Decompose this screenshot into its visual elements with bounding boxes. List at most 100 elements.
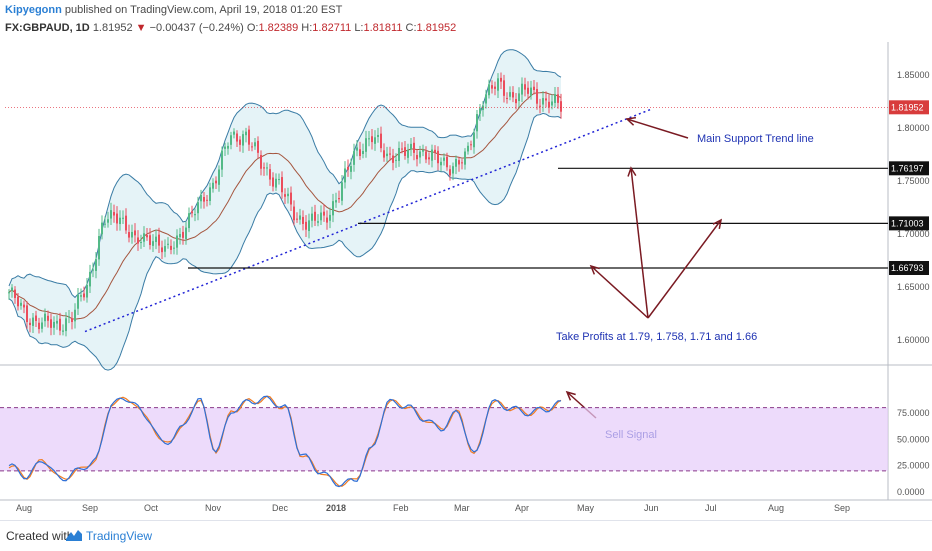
- candle-body: [545, 98, 547, 101]
- candle-body: [182, 231, 184, 238]
- candle-body: [35, 315, 37, 321]
- candle-body: [521, 83, 523, 95]
- candle-body: [500, 77, 502, 82]
- candle-body: [425, 151, 427, 160]
- candle-body: [95, 259, 97, 271]
- candle-body: [221, 150, 223, 170]
- candle-body: [389, 153, 391, 155]
- candle-body: [161, 247, 163, 253]
- candle-body: [281, 177, 283, 193]
- candle-body: [230, 135, 232, 145]
- stochastic-k-line: [8, 395, 562, 488]
- annotation-arrow-head: [627, 166, 637, 177]
- candle-body: [200, 194, 202, 202]
- candle-body: [290, 192, 292, 205]
- candle-body: [86, 284, 88, 298]
- candle-body: [257, 140, 259, 153]
- symbol-label[interactable]: FX:GBPAUD, 1D: [5, 22, 90, 34]
- publish-info: published on TradingView.com, April 19, …: [64, 4, 343, 16]
- candle-body: [65, 318, 67, 332]
- candle-body: [380, 133, 382, 149]
- candle-body: [212, 182, 214, 189]
- bollinger-band-fill: [9, 49, 561, 371]
- candle-body: [314, 211, 316, 221]
- high-value: 1.82711: [312, 22, 352, 34]
- candle-body: [206, 199, 208, 201]
- candle-body: [554, 94, 556, 103]
- candle-body: [305, 221, 307, 230]
- annotation-arrow-line: [630, 167, 649, 319]
- publish-line: Kipyegonn published on TradingView.com, …: [5, 4, 342, 16]
- candle-body: [395, 159, 397, 161]
- chart-canvas[interactable]: 1.81952 1.76197 1.71003 1.66793 1.85000 1.800…: [0, 0, 932, 520]
- candle-body: [167, 243, 169, 245]
- time-axis-tick: Nov: [205, 503, 222, 513]
- candle-body: [374, 137, 376, 144]
- candle-body: [83, 293, 85, 298]
- candle-body: [176, 235, 178, 248]
- time-axis-tick: May: [577, 503, 595, 513]
- candle-body: [311, 213, 313, 221]
- tradingview-brand[interactable]: TradingView: [86, 529, 153, 543]
- candle-body: [29, 322, 31, 325]
- candle-body: [548, 101, 550, 108]
- candle-body: [488, 84, 490, 96]
- close-value: 1.81952: [416, 22, 457, 34]
- candle-body: [245, 131, 247, 136]
- candle-body: [485, 94, 487, 104]
- candle-body: [89, 271, 91, 287]
- bollinger-upper-line: [8, 49, 562, 299]
- price-level-label: 1.66793: [891, 263, 924, 273]
- change-value: −0.00437 (−0.24%): [149, 22, 244, 34]
- time-axis-tick: Oct: [144, 503, 159, 513]
- candle-body: [47, 315, 49, 321]
- low-value: 1.81811: [363, 22, 403, 34]
- candle-body: [443, 157, 445, 161]
- candle-body: [197, 202, 199, 214]
- candle-body: [209, 187, 211, 201]
- candle-body: [56, 320, 58, 324]
- candle-body: [248, 129, 250, 145]
- candle-body: [446, 156, 448, 168]
- candle-body: [320, 212, 322, 221]
- candle-body: [533, 86, 535, 91]
- time-axis-tick: 2018: [326, 503, 346, 513]
- candle-body: [44, 313, 46, 322]
- candle-body: [470, 144, 472, 146]
- candle-body: [461, 162, 463, 164]
- price-level-badge: [889, 216, 929, 231]
- candle-body: [296, 218, 298, 220]
- candle-body: [491, 85, 493, 89]
- candle-body: [113, 212, 115, 216]
- candle-body: [119, 217, 121, 225]
- candle-body: [26, 305, 28, 322]
- candle-body: [224, 146, 226, 149]
- candle-body: [542, 98, 544, 105]
- candle-body: [482, 105, 484, 111]
- last-price-badge: [889, 100, 929, 115]
- candle-body: [236, 133, 238, 142]
- price-axis-tick: 1.75000: [897, 176, 930, 186]
- candle-body: [422, 150, 424, 152]
- candle-body: [41, 322, 43, 329]
- candle-body: [539, 105, 541, 107]
- candle-body: [347, 166, 349, 170]
- candle-body: [509, 92, 511, 97]
- candle-body: [551, 101, 553, 106]
- candle-body: [467, 145, 469, 152]
- time-axis-tick: Sep: [82, 503, 98, 513]
- candle-body: [338, 198, 340, 200]
- oscillator-axis-tick: 75.0000: [897, 408, 930, 418]
- candle-body: [254, 142, 256, 147]
- candle-body: [452, 166, 454, 174]
- candle-body: [20, 302, 22, 306]
- author-link[interactable]: Kipyegonn: [5, 4, 62, 16]
- price-value: 1.81952: [92, 22, 133, 34]
- time-axis-tick: Jul: [705, 503, 717, 513]
- candle-body: [218, 169, 220, 185]
- candle-body: [473, 132, 475, 148]
- candle-body: [353, 151, 355, 165]
- candle-body: [125, 215, 127, 231]
- price-axis-tick: 1.80000: [897, 123, 930, 133]
- candle-body: [272, 177, 274, 187]
